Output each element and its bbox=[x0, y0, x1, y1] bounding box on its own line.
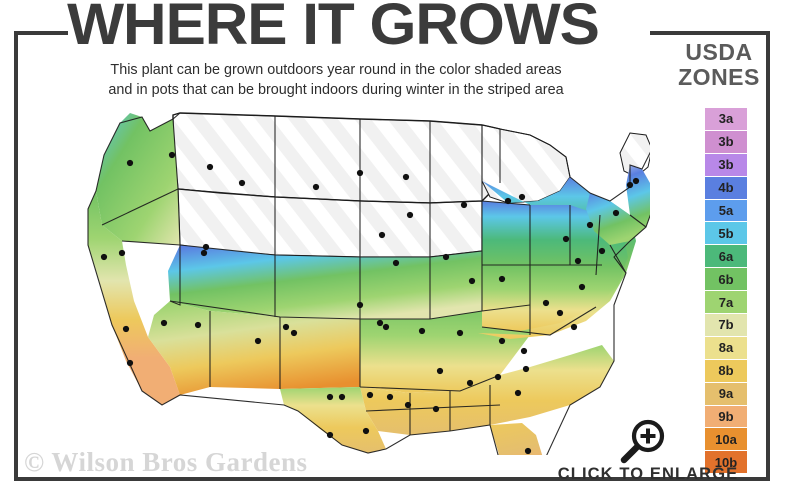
zone-swatch-10b-15: 10b bbox=[705, 451, 747, 475]
zone-swatch-8a-10: 8a bbox=[705, 336, 747, 360]
watermark: © Wilson Bros Gardens bbox=[24, 447, 308, 477]
usda-zone-legend: 3a 3b 3b 4b 5a 5b 6a 6b 7a 7b 8a 8b 9a 9b 10a 10b bbox=[705, 108, 747, 475]
zone-swatch-3b-2: 3b bbox=[705, 153, 747, 177]
legend-heading-line-2: ZONES bbox=[678, 64, 760, 90]
region-great-basin-rockies bbox=[168, 245, 482, 319]
legend-heading: USDA ZONES bbox=[664, 40, 774, 90]
frame-border-left bbox=[14, 31, 18, 481]
magnifier-plus-icon[interactable] bbox=[615, 417, 671, 467]
city-dots bbox=[100, 151, 640, 455]
region-texas bbox=[280, 387, 386, 453]
us-map-svg[interactable] bbox=[30, 105, 650, 455]
striped-zone-group bbox=[172, 112, 650, 258]
region-west-coast bbox=[88, 191, 180, 405]
zone-swatch-8b-11: 8b bbox=[705, 359, 747, 383]
frame-border-bottom bbox=[14, 477, 770, 481]
zone-swatch-6b-7: 6b bbox=[705, 268, 747, 292]
page-title: WHERE IT GROWS bbox=[67, 0, 600, 57]
zone-swatch-5a-4: 5a bbox=[705, 199, 747, 223]
zone-swatch-9b-13: 9b bbox=[705, 405, 747, 429]
region-midwest-core bbox=[482, 201, 628, 331]
click-to-enlarge-label[interactable]: CLICK TO ENLARGE bbox=[557, 465, 739, 483]
zone-swatch-4b-3: 4b bbox=[705, 176, 747, 200]
zone-swatch-7b-9: 7b bbox=[705, 314, 747, 337]
zone-swatch-7a-8: 7a bbox=[705, 291, 747, 315]
zone-swatch-10a-14: 10a bbox=[705, 428, 747, 452]
frame-border-top-left bbox=[14, 31, 68, 35]
region-florida bbox=[490, 423, 543, 455]
legend-heading-line-1: USDA bbox=[685, 39, 753, 65]
subtitle: This plant can be grown outdoors year ro… bbox=[26, 60, 646, 100]
region-south bbox=[360, 345, 614, 435]
region-pacific-northwest bbox=[96, 113, 180, 245]
zone-swatch-6a-6: 6a bbox=[705, 245, 747, 269]
subtitle-line-2: and in pots that can be brought indoors … bbox=[108, 82, 564, 98]
usda-hardiness-map[interactable] bbox=[30, 105, 650, 455]
region-northeast bbox=[586, 165, 650, 245]
zone-swatch-5b-5: 5b bbox=[705, 222, 747, 246]
frame-border-top-right bbox=[650, 31, 770, 35]
subtitle-line-1: This plant can be grown outdoors year ro… bbox=[110, 62, 562, 78]
state-boundaries bbox=[87, 112, 650, 455]
striped-region-northern-plains bbox=[172, 112, 501, 204]
zone-swatch-3b-1: 3b bbox=[705, 130, 747, 154]
frame-border-right bbox=[766, 31, 770, 481]
zone-swatch-3a-0: 3a bbox=[705, 108, 747, 131]
zone-swatch-9a-12: 9a bbox=[705, 382, 747, 406]
color-shaded-zones-group bbox=[88, 113, 650, 455]
